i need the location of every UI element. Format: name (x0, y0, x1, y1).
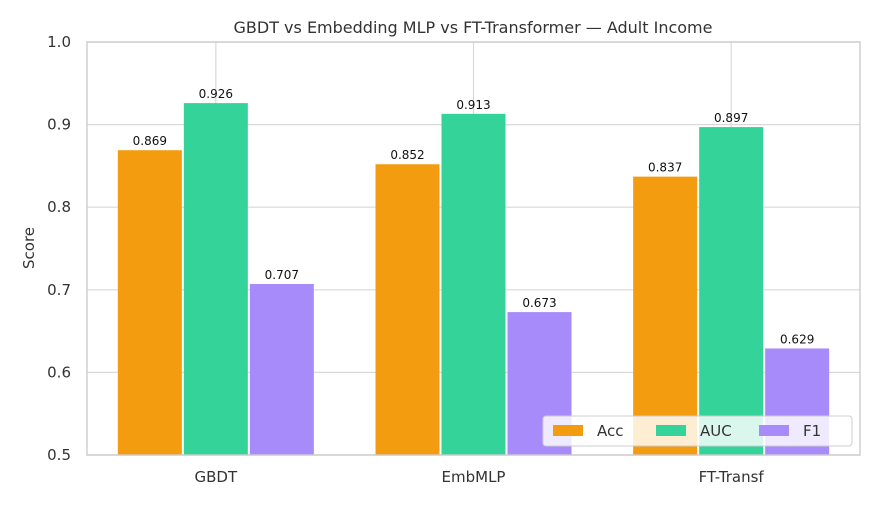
y-tick-label: 0.8 (47, 198, 71, 216)
y-tick-label: 0.9 (47, 116, 71, 134)
y-tick-label: 1.0 (47, 33, 71, 51)
y-axis-title: Score (20, 227, 38, 269)
value-label: 0.852 (390, 148, 424, 162)
value-label: 0.913 (456, 98, 490, 112)
bar-auc (699, 127, 764, 455)
chart-title: GBDT vs Embedding MLP vs FT-Transformer … (234, 18, 713, 37)
value-label: 0.629 (780, 332, 814, 346)
y-tick-label: 0.6 (47, 363, 71, 381)
legend: Acc AUC F1 (542, 415, 853, 447)
legend-label-f1: F1 (803, 422, 821, 440)
bar-auc (441, 113, 506, 455)
bar-auc (183, 103, 248, 456)
bar-acc (375, 164, 440, 456)
bar-f1 (249, 284, 314, 455)
y-tick-label: 0.5 (47, 446, 71, 464)
bars (117, 103, 830, 456)
axis-ticks: 0.5 0.6 0.7 0.8 0.9 1.0 GBDT EmbMLP FT-Transf (47, 33, 764, 486)
legend-swatch-f1 (759, 425, 789, 436)
y-tick-label: 0.7 (47, 281, 71, 299)
value-label: 0.837 (648, 161, 682, 175)
bar-acc (117, 150, 182, 455)
legend-box (542, 415, 853, 447)
x-tick-label: FT-Transf (699, 468, 765, 486)
legend-swatch-auc (656, 425, 686, 436)
value-label: 0.926 (199, 87, 233, 101)
legend-swatch-acc (553, 425, 583, 436)
data-labels: 0.869 0.926 0.707 0.852 0.913 0.673 0.837 0.897… (133, 87, 815, 346)
bar-acc (633, 176, 698, 455)
x-tick-label: EmbMLP (442, 468, 506, 486)
legend-label-auc: AUC (700, 422, 732, 440)
value-label: 0.897 (714, 111, 748, 125)
value-label: 0.707 (265, 268, 299, 282)
value-label: 0.673 (522, 296, 556, 310)
plot-area-frame (86, 41, 861, 456)
x-tick-label: GBDT (195, 468, 238, 486)
legend-label-acc: Acc (597, 422, 624, 440)
value-label: 0.869 (133, 134, 167, 148)
